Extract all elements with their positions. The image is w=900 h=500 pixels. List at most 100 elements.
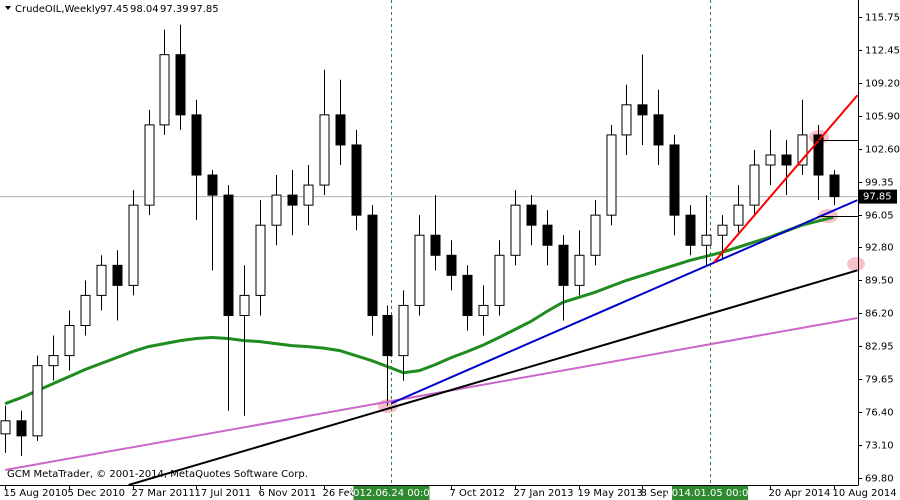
candle-body — [765, 154, 776, 166]
candle-body — [590, 214, 601, 256]
candle-body — [542, 224, 553, 246]
x-tick-label: 6 Nov 2011 — [259, 488, 317, 499]
candle-body — [430, 234, 441, 256]
candle-body — [96, 264, 107, 296]
candle-body — [32, 365, 43, 437]
y-tick-label: 96.05 — [865, 211, 894, 222]
candle-body — [574, 254, 585, 286]
y-tick-label: 102.60 — [865, 145, 900, 156]
marker-label: 2012.06.24 00:00 — [347, 488, 436, 499]
price-box-label: 97.85 — [863, 192, 892, 203]
plot — [0, 0, 858, 485]
candle-body — [48, 355, 59, 367]
trendline — [391, 199, 858, 405]
candle-body — [733, 204, 744, 226]
candle-body — [191, 114, 202, 176]
ohlc-close: 97.85 — [190, 4, 219, 15]
candle-body — [510, 204, 521, 256]
candle-body — [112, 264, 123, 286]
candle-body — [223, 194, 234, 316]
ohlc-high: 98.04 — [130, 4, 159, 15]
candle-body — [781, 154, 792, 166]
candle-body — [797, 134, 808, 166]
candle-body — [144, 124, 155, 206]
x-tick-label: 20 Apr 2014 — [769, 488, 831, 499]
y-tick-label: 109.20 — [865, 79, 900, 90]
candle-body — [813, 134, 824, 176]
y-tick-label: 115.75 — [865, 13, 900, 24]
candle-body — [175, 54, 186, 116]
candle-body — [319, 114, 330, 186]
candle-body — [685, 214, 696, 246]
x-tick-label: 17 Jul 2011 — [195, 488, 252, 499]
candle-body — [701, 234, 712, 246]
x-tick-label: 27 Mar 2011 — [132, 488, 195, 499]
candle-body — [128, 204, 139, 286]
candle-body — [637, 104, 648, 116]
y-tick-label: 76.40 — [865, 408, 894, 419]
candle-body — [207, 174, 218, 196]
x-tick-label: 7 Oct 2012 — [450, 488, 505, 499]
marker-label-box — [672, 486, 749, 500]
moving-average — [4, 215, 834, 406]
y-tick-label: 69.80 — [865, 474, 894, 485]
price-box — [859, 189, 897, 204]
x-tick-label: 10 Aug 2014 — [833, 488, 897, 499]
candle-body — [335, 114, 346, 146]
x-tick-label: 27 Jan 2013 — [514, 488, 574, 499]
candle-body — [446, 254, 457, 276]
marker-label-box — [353, 486, 430, 500]
menu-arrow[interactable] — [5, 6, 11, 10]
trendline — [128, 269, 858, 485]
candle-body — [0, 420, 11, 435]
candle-body — [255, 224, 266, 296]
candle-body — [526, 204, 537, 226]
candle-body — [398, 304, 409, 357]
candle-body — [271, 194, 282, 226]
x-tick-label: 5 Dec 2010 — [68, 488, 126, 499]
candle-body — [558, 244, 569, 286]
candle-body — [606, 134, 617, 216]
y-tick-label: 82.95 — [865, 342, 894, 353]
y-tick-label: 79.65 — [865, 375, 894, 386]
candle-body — [287, 194, 298, 206]
footer: GCM MetaTrader, © 2001-2014, MetaQuotes … — [7, 469, 308, 480]
candle-body — [717, 224, 728, 236]
candle-body — [749, 164, 760, 206]
marker-label: 2014.01.05 00:00 — [665, 488, 754, 499]
candle-body — [653, 114, 664, 146]
candle-body — [239, 294, 250, 316]
candle-body — [382, 314, 393, 357]
candle-body — [669, 144, 680, 216]
candle-body — [462, 274, 473, 316]
candle-body — [16, 420, 27, 437]
y-tick-label: 89.50 — [865, 276, 894, 287]
ohlc-low: 97.39 — [160, 4, 189, 15]
symbol: CrudeOIL,Weekly — [15, 4, 101, 15]
candle-body — [159, 54, 170, 126]
y-tick-label: 112.45 — [865, 46, 900, 57]
x-tick-label: 26 Feb — [323, 488, 357, 499]
y-tick-label: 99.35 — [865, 178, 894, 189]
candle-body — [478, 304, 489, 316]
y-tick-label: 105.90 — [865, 112, 900, 123]
x-tick-label: 8 Sep — [641, 488, 669, 499]
y-tick-label: 92.80 — [865, 243, 894, 254]
x-tick-label: 15 Aug 2010 — [4, 488, 68, 499]
candle-body — [367, 214, 378, 316]
candle-body — [303, 184, 314, 206]
x-tick-label: 19 May 2013 — [578, 488, 643, 499]
highlight — [847, 257, 865, 271]
candle-body — [621, 104, 632, 136]
trendline — [4, 316, 858, 471]
y-tick-label: 86.20 — [865, 309, 894, 320]
y-tick-label: 73.10 — [865, 441, 894, 452]
candle-body — [351, 144, 362, 216]
candle-body — [494, 254, 505, 306]
ohlc-open: 97.45 — [100, 4, 129, 15]
trendline — [713, 94, 858, 263]
candle-body — [80, 294, 91, 327]
